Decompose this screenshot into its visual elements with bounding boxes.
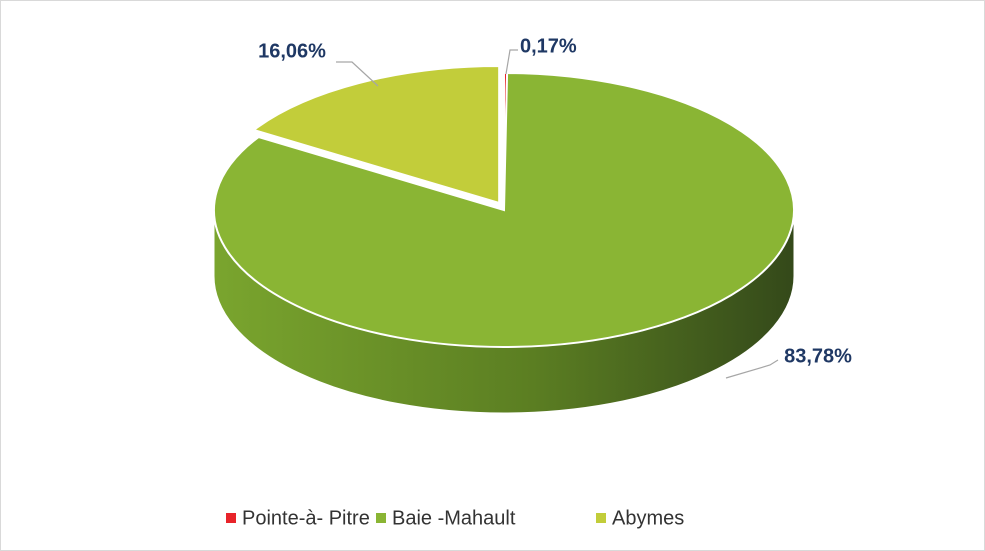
- pie-slice: [213, 72, 795, 348]
- legend: Pointe-à- Pitre Baie -Mahault Abymes: [226, 507, 684, 529]
- leader-line: [725, 359, 779, 379]
- legend-swatch: [376, 513, 386, 523]
- legend-label: Pointe-à- Pitre: [242, 507, 370, 529]
- legend-label: Abymes: [612, 507, 684, 529]
- data-label: 0,17%: [520, 35, 577, 57]
- legend-swatch: [596, 513, 606, 523]
- leader-line: [336, 61, 379, 87]
- pie-slice: [251, 64, 501, 205]
- legend-swatch: [226, 513, 236, 523]
- data-label: 16,06%: [258, 40, 326, 62]
- legend-label: Baie -Mahault: [392, 507, 516, 529]
- pie: [213, 64, 795, 414]
- data-label: 83,78%: [784, 345, 852, 367]
- leader-line: [505, 49, 518, 75]
- data-labels: 0,17% 83,78% 16,06%: [258, 35, 852, 379]
